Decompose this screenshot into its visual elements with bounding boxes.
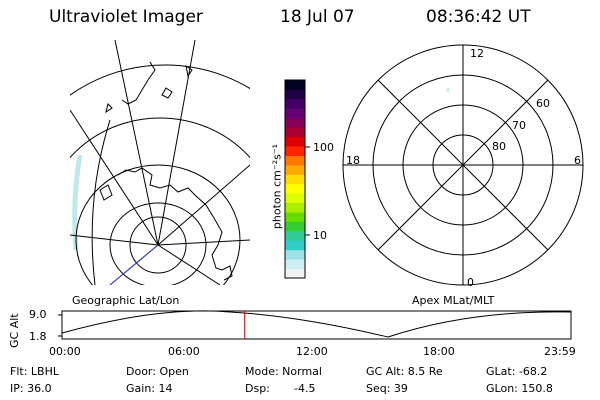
colorbar-band — [285, 240, 305, 251]
info-gain: Gain: 14 — [126, 382, 173, 395]
altitude-curve — [61, 310, 572, 338]
info-ip: IP: 36.0 — [10, 382, 52, 395]
info-dsp-label: Dsp: — [245, 382, 270, 395]
meridian — [70, 109, 159, 246]
info-filter: Flt: LBHL — [10, 365, 59, 378]
mlt-label-0: 0 — [467, 276, 474, 289]
lat-circle — [129, 216, 187, 274]
time-label: 08:36:42 UT — [426, 7, 531, 27]
timeline-xtick-label: 23:59 — [544, 345, 576, 358]
lat-circle — [70, 64, 250, 96]
colorbar-band — [285, 108, 305, 119]
coastline — [105, 103, 113, 114]
colorbar-band — [285, 80, 305, 90]
info-door: Door: Open — [126, 365, 189, 378]
colorbar — [285, 80, 305, 279]
lat-circle — [0, 10, 370, 390]
colorbar-band — [285, 202, 305, 213]
colorbar-band — [285, 230, 305, 241]
colorbar-band — [285, 193, 305, 204]
geographic-panel-label: Geographic Lat/Lon — [72, 294, 180, 307]
colorbar-frame — [284, 79, 306, 279]
timeline-ytick-label: 1.8 — [29, 330, 47, 343]
meridian — [157, 244, 221, 285]
mlat-label-60: 60 — [536, 97, 550, 110]
projection-edge — [91, 119, 111, 286]
colorbar-band — [285, 174, 305, 185]
polar-dial — [342, 44, 584, 286]
colorbar-band — [285, 221, 305, 232]
lat-circle — [70, 117, 250, 159]
timeline-xtick-label: 00:00 — [49, 345, 81, 358]
colorbar-band — [285, 259, 305, 270]
colorbar-band — [285, 98, 305, 109]
colorbar-band — [285, 249, 305, 260]
mlt-label-18: 18 — [346, 154, 360, 167]
colorbar-band — [285, 155, 305, 166]
meridian — [157, 164, 250, 246]
coastline — [185, 64, 193, 78]
apex-panel-label: Apex MLat/MLT — [412, 294, 495, 307]
colorbar-band — [285, 136, 305, 147]
mlat-label-80: 80 — [492, 140, 506, 153]
lat-circle — [109, 202, 207, 285]
mlat-label-70: 70 — [512, 119, 526, 132]
colorbar-band — [285, 183, 305, 194]
meridian — [157, 40, 196, 246]
colorbar-band — [285, 127, 305, 138]
timeline-ytick-label: 9.0 — [29, 308, 47, 321]
info-mode: Mode: Normal — [245, 365, 322, 378]
mlt-label-6: 6 — [574, 154, 581, 167]
coastline — [117, 167, 233, 281]
terminator — [109, 244, 159, 285]
colorbar-band — [285, 117, 305, 128]
coastline — [161, 87, 173, 99]
app-title: Ultraviolet Imager — [49, 7, 203, 27]
mlt-diagonal — [377, 79, 549, 251]
colorbar-band — [285, 268, 305, 279]
colorbar-band — [285, 164, 305, 175]
info-glat: GLat: -68.2 — [486, 365, 548, 378]
timeline-frame — [61, 310, 572, 340]
colorbar-band — [285, 212, 305, 222]
timeline-xtick-label: 12:00 — [296, 345, 328, 358]
colorbar-tick-label: 10 — [313, 229, 327, 242]
meridian — [70, 234, 159, 246]
info-dsp-value: -4.5 — [294, 382, 316, 395]
timeline-xtick-label: 18:00 — [423, 345, 455, 358]
colorbar-band — [285, 89, 305, 100]
colorbar-unit-label: photon cm⁻²s⁻¹ — [270, 143, 284, 230]
geographic-map — [0, 10, 370, 390]
lat-circle — [75, 164, 241, 285]
info-glon: GLon: 150.8 — [486, 382, 553, 395]
timeline-xtick-label: 06:00 — [168, 345, 200, 358]
meridian — [157, 239, 250, 246]
info-seq: Seq: 39 — [366, 382, 408, 395]
timeline-y-label: GC Alt — [8, 313, 21, 348]
colorbar-band — [285, 146, 305, 156]
meridian — [114, 40, 159, 246]
coastline — [99, 184, 113, 201]
coastline — [121, 61, 156, 105]
date-label: 18 Jul 07 — [280, 7, 355, 27]
colorbar-tick-label: 100 — [313, 141, 334, 154]
aurora-speck — [446, 88, 450, 92]
info-gc-alt: GC Alt: 8.5 Re — [366, 365, 443, 378]
mlt-label-12: 12 — [470, 47, 484, 60]
aurora-glow — [72, 154, 83, 251]
